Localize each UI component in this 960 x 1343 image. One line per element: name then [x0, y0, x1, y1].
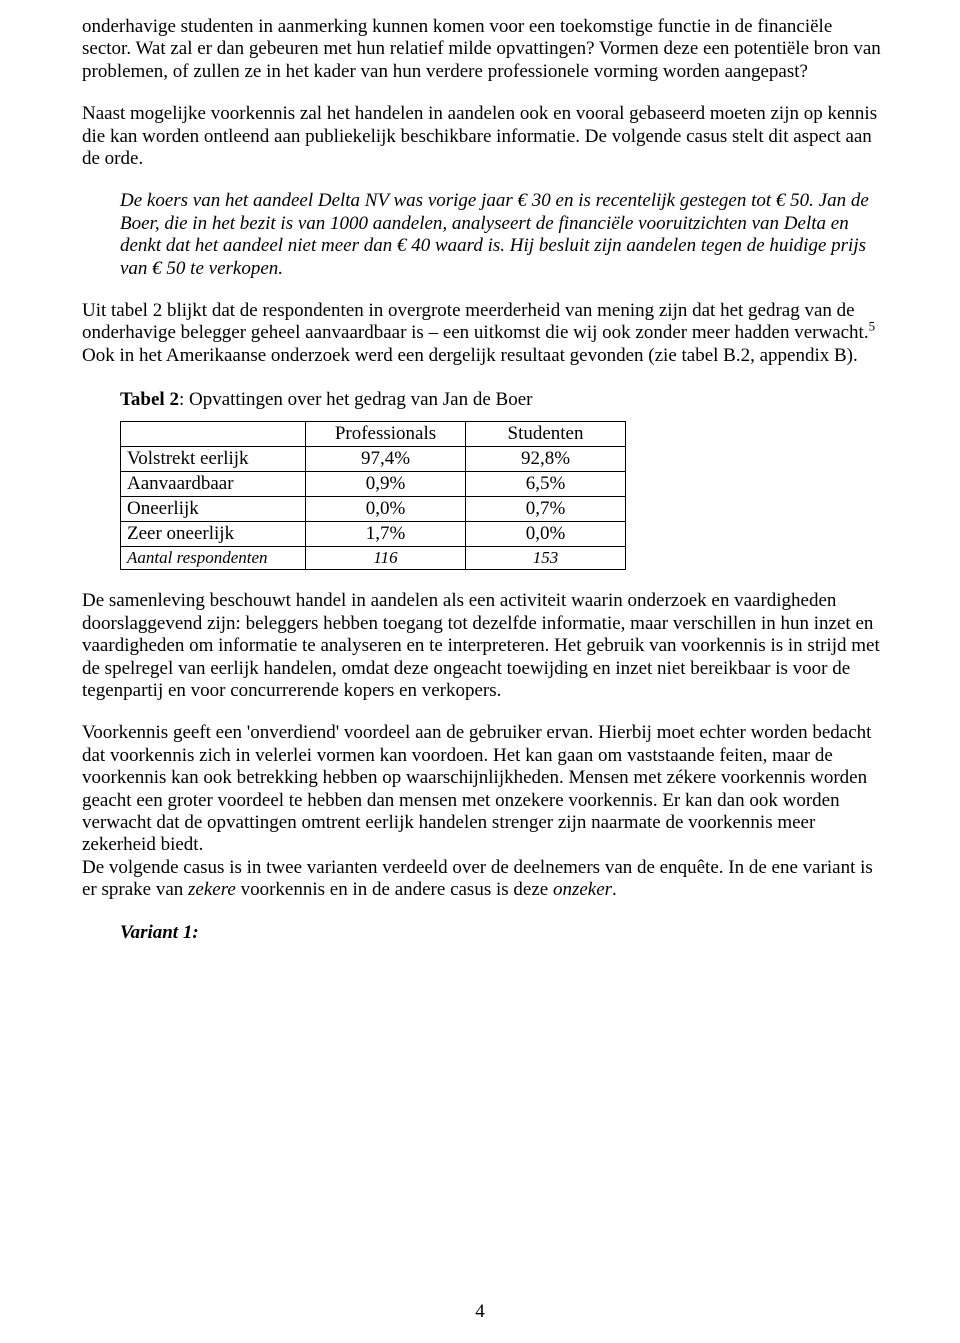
table2-row3-label: Zeer oneerlijk — [121, 522, 306, 547]
document-page: onderhavige studenten in aanmerking kunn… — [0, 0, 960, 1343]
paragraph-volgende-casus-3: voorkennis en in de andere casus is deze — [236, 879, 553, 900]
table2-footer-label: Aantal respondenten — [121, 547, 306, 570]
table2-row2-prof: 0,0% — [306, 497, 466, 522]
table-row: Oneerlijk 0,0% 0,7% — [121, 497, 626, 522]
paragraph-voorkennis-voordeel: Voorkennis geeft een 'onverdiend' voorde… — [82, 722, 882, 901]
paragraph-volgende-casus-zekere: zekere — [188, 879, 236, 900]
paragraph-volgende-casus-5: . — [612, 879, 617, 900]
table2-footer-row: Aantal respondenten 116 153 — [121, 547, 626, 570]
table2-row1-stud: 6,5% — [466, 472, 626, 497]
table2-row0-stud: 92,8% — [466, 447, 626, 472]
table-row: Aanvaardbaar 0,9% 6,5% — [121, 472, 626, 497]
table2-title: Tabel 2: Opvattingen over het gedrag van… — [120, 389, 882, 411]
table2-col-studenten: Studenten — [466, 422, 626, 447]
paragraph-voorkennis: Naast mogelijke voorkennis zal het hande… — [82, 103, 882, 170]
paragraph-table2-intro-a: Uit tabel 2 blijkt dat de respondenten i… — [82, 300, 869, 343]
paragraph-table2-intro: Uit tabel 2 blijkt dat de respondenten i… — [82, 300, 882, 367]
table2-footer-prof: 116 — [306, 547, 466, 570]
paragraph-table2-intro-b: Ook in het Amerikaanse onderzoek werd ee… — [82, 345, 858, 366]
paragraph-samenleving: De samenleving beschouwt handel in aande… — [82, 590, 882, 702]
table2-title-rest: : Opvattingen over het gedrag van Jan de… — [179, 389, 533, 410]
case-block: De koers van het aandeel Delta NV was vo… — [82, 190, 882, 280]
table2-header-row: Professionals Studenten — [121, 422, 626, 447]
paragraph-volgende-casus-onzeker: onzeker — [553, 879, 612, 900]
page-number: 4 — [0, 1301, 960, 1323]
footnote-marker-5: 5 — [869, 319, 876, 334]
table2-row0-label: Volstrekt eerlijk — [121, 447, 306, 472]
table2-title-bold: Tabel 2 — [120, 389, 179, 410]
table2-col-professionals: Professionals — [306, 422, 466, 447]
table2-header-blank — [121, 422, 306, 447]
table2-footer-stud: 153 — [466, 547, 626, 570]
table2-row1-prof: 0,9% — [306, 472, 466, 497]
table2-row2-label: Oneerlijk — [121, 497, 306, 522]
table2-row2-stud: 0,7% — [466, 497, 626, 522]
table-row: Volstrekt eerlijk 97,4% 92,8% — [121, 447, 626, 472]
case-paragraph: De koers van het aandeel Delta NV was vo… — [120, 190, 872, 280]
table2-row1-label: Aanvaardbaar — [121, 472, 306, 497]
table2: Professionals Studenten Volstrekt eerlij… — [120, 421, 626, 570]
paragraph-intro: onderhavige studenten in aanmerking kunn… — [82, 16, 882, 83]
paragraph-voorkennis-voordeel-a: Voorkennis geeft een 'onverdiend' voorde… — [82, 722, 871, 855]
table2-row0-prof: 97,4% — [306, 447, 466, 472]
table-row: Zeer oneerlijk 1,7% 0,0% — [121, 522, 626, 547]
variant-1-heading: Variant 1: — [120, 922, 882, 944]
table2-row3-stud: 0,0% — [466, 522, 626, 547]
table2-row3-prof: 1,7% — [306, 522, 466, 547]
